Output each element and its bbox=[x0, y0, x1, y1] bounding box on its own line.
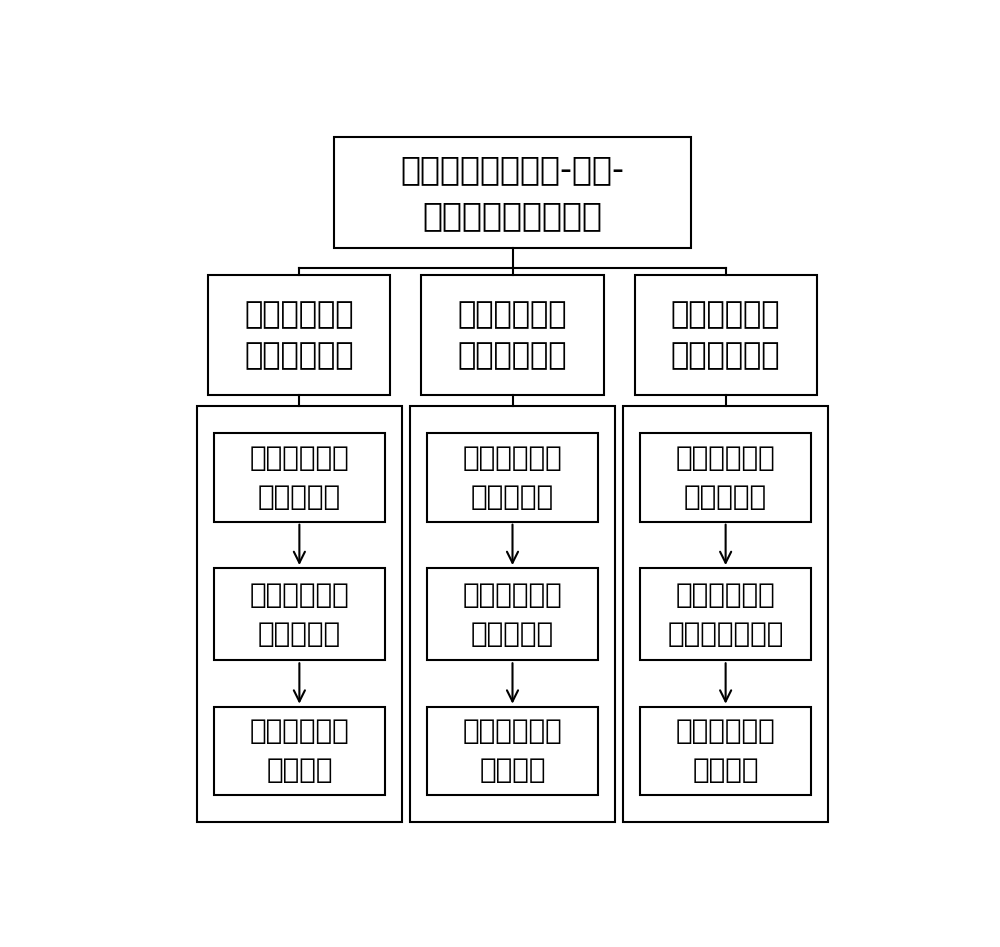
Text: 透平叶片除湿
试验模化方法: 透平叶片除湿 试验模化方法 bbox=[458, 300, 567, 369]
Bar bbox=[208, 276, 390, 395]
Bar bbox=[214, 433, 385, 522]
Bar bbox=[640, 568, 811, 660]
Text: 冷却试验结果
模化转换: 冷却试验结果 模化转换 bbox=[676, 717, 776, 784]
Bar bbox=[640, 433, 811, 522]
Text: 气动试验结果
模化转换: 气动试验结果 模化转换 bbox=[250, 717, 349, 784]
Bar bbox=[214, 706, 385, 795]
Bar bbox=[427, 568, 598, 660]
Text: 冷却试验流动
传热相似性模化: 冷却试验流动 传热相似性模化 bbox=[667, 581, 784, 648]
Text: 冷却试验结构
相似性模化: 冷却试验结构 相似性模化 bbox=[676, 444, 776, 511]
Bar bbox=[635, 276, 817, 395]
Text: 除湿试验流动
相似性模化: 除湿试验流动 相似性模化 bbox=[463, 581, 562, 648]
Text: 除湿试验结构
相似性模化: 除湿试验结构 相似性模化 bbox=[463, 444, 562, 511]
Text: 气动试验结构
相似性模化: 气动试验结构 相似性模化 bbox=[250, 444, 349, 511]
Bar bbox=[427, 433, 598, 522]
Bar bbox=[640, 706, 811, 795]
Text: 除湿试验结果
模化转换: 除湿试验结果 模化转换 bbox=[463, 717, 562, 784]
Text: 气动试验流动
相似性模化: 气动试验流动 相似性模化 bbox=[250, 581, 349, 648]
Text: 一种透平叶片气动-除湿-
冷却试验的模化方法: 一种透平叶片气动-除湿- 冷却试验的模化方法 bbox=[400, 153, 624, 232]
Bar bbox=[197, 406, 402, 822]
Bar bbox=[427, 706, 598, 795]
Text: 透平叶片冷却
试验模化方法: 透平叶片冷却 试验模化方法 bbox=[671, 300, 780, 369]
Bar bbox=[421, 276, 604, 395]
Text: 透平叶片气动
试验模化方法: 透平叶片气动 试验模化方法 bbox=[245, 300, 354, 369]
Bar bbox=[334, 136, 691, 248]
Bar bbox=[410, 406, 615, 822]
Bar bbox=[214, 568, 385, 660]
Bar bbox=[623, 406, 828, 822]
